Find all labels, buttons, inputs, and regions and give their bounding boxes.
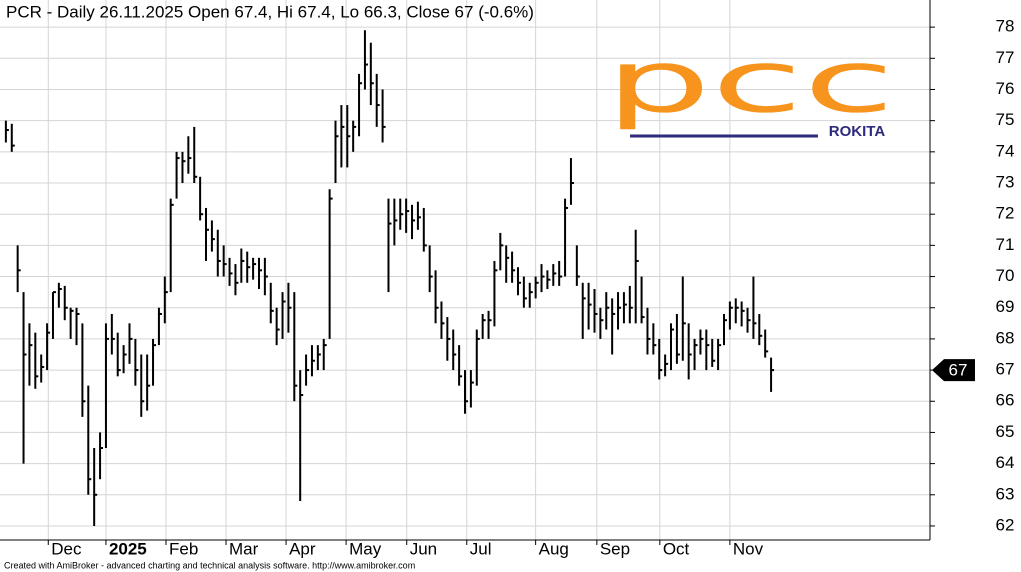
logo: pcc ROKITA: [605, 32, 895, 140]
x-tick-label: Sep: [600, 539, 630, 558]
footer: Created with AmiBroker - advanced charti…: [4, 560, 415, 570]
x-tick-label: Feb: [169, 539, 198, 558]
y-tick-label: 70: [996, 266, 1015, 285]
x-tick-label: 2025: [109, 539, 147, 558]
y-tick-label: 72: [996, 204, 1015, 223]
y-tick-label: 73: [996, 172, 1015, 191]
y-tick-label: 74: [996, 141, 1015, 160]
y-tick-label: 68: [996, 328, 1015, 347]
last-price-marker: [932, 359, 975, 382]
y-tick-label: 64: [996, 453, 1015, 472]
y-tick-label: 78: [996, 17, 1015, 36]
grid: [0, 0, 930, 540]
x-tick-label: Oct: [663, 539, 690, 558]
logo-text: pcc: [605, 32, 895, 132]
x-tick-label: Jul: [470, 539, 492, 558]
x-tick-label: Aug: [539, 539, 569, 558]
y-tick-label: 76: [996, 79, 1015, 98]
x-tick-label: Dec: [51, 539, 82, 558]
y-tick-label: 63: [996, 484, 1015, 503]
x-tick-label: Jun: [410, 539, 437, 558]
y-tick-label: 65: [996, 422, 1015, 441]
x-tick-label: Mar: [229, 539, 259, 558]
y-tick-label: 66: [996, 391, 1015, 410]
chart-title: PCR - Daily 26.11.2025 Open 67.4, Hi 67.…: [6, 2, 534, 21]
last-price-label: 67: [949, 361, 968, 380]
x-tick-label: Apr: [289, 539, 316, 558]
labels: 62 63 64 65 66 67 68 69 70 71 72 73 74 75 76 77 78 Dec 202…: [47, 17, 1015, 558]
y-tick-label: 71: [996, 235, 1015, 254]
y-tick-label: 62: [996, 515, 1015, 534]
x-tick-label: May: [349, 539, 382, 558]
logo-subtext: ROKITA: [829, 123, 886, 140]
x-tick-label: Nov: [733, 539, 764, 558]
y-tick-label: 67: [996, 360, 1015, 379]
y-tick-label: 75: [996, 110, 1015, 129]
y-tick-label: 77: [996, 48, 1015, 67]
y-tick-label: 69: [996, 297, 1015, 316]
price-bars: [4, 30, 775, 526]
